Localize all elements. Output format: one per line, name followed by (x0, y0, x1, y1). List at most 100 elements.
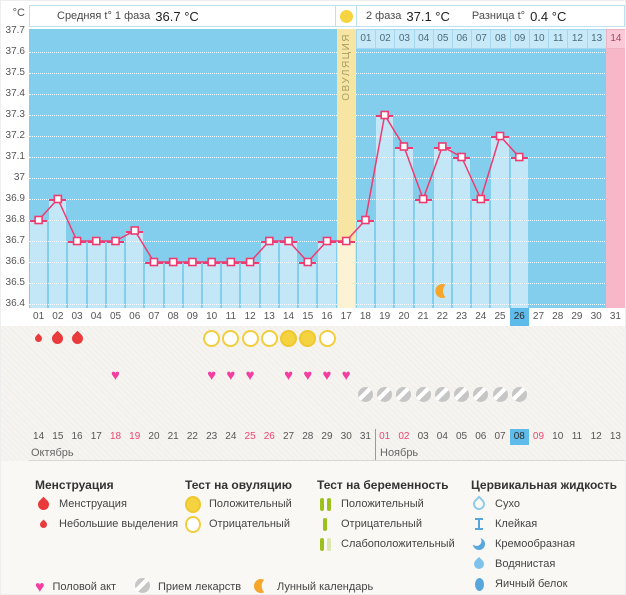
temperature-point[interactable] (514, 152, 524, 162)
temperature-point[interactable] (265, 236, 274, 246)
temperature-point[interactable] (168, 257, 178, 267)
gridline (29, 199, 625, 200)
cycle-day-cell[interactable]: 08 (167, 311, 179, 322)
cycle-day-cell[interactable]: 28 (552, 311, 564, 322)
dpo-day-cell: 14 (605, 29, 625, 49)
cycle-day-cell[interactable]: 14 (282, 311, 295, 322)
temperature-point[interactable] (418, 194, 428, 204)
temperature-point[interactable] (149, 257, 159, 267)
legend-column: Тест на беременность Положительный Отрицат… (317, 478, 455, 551)
y-axis-tick-label: 37.2 (5, 130, 25, 141)
temperature-point[interactable] (303, 257, 313, 267)
temperature-point[interactable] (341, 236, 351, 246)
temperature-point[interactable] (245, 257, 255, 267)
temperature-point[interactable] (207, 257, 216, 267)
temperature-point[interactable] (226, 257, 236, 267)
temperature-point[interactable] (457, 152, 466, 162)
cycle-day-cell[interactable]: 23 (456, 311, 468, 322)
y-axis-tick-label: 37.3 (5, 109, 25, 120)
cycle-day-cell[interactable]: 18 (359, 311, 371, 322)
dpo-day-cell: 07 (471, 29, 492, 49)
cycle-day-cell[interactable]: 17 (340, 311, 352, 322)
cycle-day-cell[interactable]: 03 (71, 311, 83, 322)
cycle-day-cell[interactable]: 29 (571, 311, 583, 322)
date-cell: 13 (609, 431, 621, 442)
y-axis-unit: °C (12, 7, 25, 19)
cycle-day-cell[interactable]: 09 (186, 311, 198, 322)
phase1-average-header: Средняя t° 1 фаза 36.7 °C (29, 5, 336, 27)
temperature-point[interactable] (495, 131, 505, 141)
date-cell: 15 (52, 431, 64, 442)
date-cell: 03 (417, 431, 429, 442)
temperature-point[interactable] (322, 236, 332, 246)
legend-item: Отрицательный (317, 517, 455, 531)
temperature-point[interactable] (53, 194, 63, 204)
date-cell: 30 (340, 431, 352, 442)
phase2-value: 37.1 °C (406, 8, 450, 24)
y-axis-tick-label: 37.5 (5, 67, 25, 78)
temperature-point[interactable] (284, 236, 293, 246)
temperature-point[interactable] (361, 215, 370, 225)
cycle-day-cell[interactable]: 24 (475, 311, 487, 322)
temperature-point[interactable] (476, 194, 486, 204)
cycle-day-cell[interactable]: 12 (244, 311, 256, 322)
legend-item-label: Положительный (341, 498, 424, 510)
cycle-day-cell[interactable]: 30 (590, 311, 602, 322)
cycle-day-cell[interactable]: 05 (109, 311, 122, 322)
cycle-day-cell[interactable]: 25 (494, 311, 506, 322)
cycle-day-cell[interactable]: 01 (33, 311, 45, 322)
intercourse-heart-icon: ♥ (207, 367, 217, 384)
legend-item: Яичный белок (471, 577, 617, 591)
legend-item: Водянистая (471, 556, 617, 572)
cycle-day-cell[interactable]: 15 (302, 311, 314, 322)
cycle-day-cell[interactable]: 13 (263, 311, 275, 322)
temperature-point[interactable] (130, 226, 140, 235)
legend-item-label: Водянистая (495, 558, 556, 570)
ovulation-test-negative-icon (241, 330, 259, 347)
cycle-day-cell[interactable]: 10 (206, 311, 218, 322)
legend-item-label: Положительный (209, 498, 292, 510)
cycle-day-cell[interactable]: 16 (321, 311, 333, 322)
cycle-day-cell[interactable]: 20 (398, 311, 410, 322)
dpo-day-cell: 10 (528, 29, 550, 49)
intercourse-heart-icon: ♥ (111, 367, 120, 384)
temperature-point[interactable] (188, 257, 197, 267)
month-divider (375, 429, 376, 460)
date-cell: 29 (321, 431, 333, 442)
date-cell: 04 (436, 431, 448, 442)
cycle-day-cell[interactable]: 31 (609, 311, 621, 322)
temperature-point[interactable] (91, 236, 101, 246)
pregnancy-test-weak-icon (317, 537, 333, 551)
cycle-day-cell[interactable]: 22 (436, 311, 448, 322)
cervical-creamy-icon (471, 538, 487, 550)
cycle-day-cell[interactable]: 06 (129, 311, 141, 322)
y-axis-tick-label: 36.4 (5, 298, 25, 309)
cycle-day-cell[interactable]: 21 (417, 311, 429, 322)
legend-item: Отрицательный (185, 515, 292, 533)
temperature-point[interactable] (399, 142, 409, 151)
cycle-day-cell[interactable]: 11 (225, 311, 237, 322)
cycle-day-cell[interactable]: 02 (52, 311, 64, 322)
cycle-day-cell[interactable]: 04 (90, 311, 102, 322)
cycle-day-cell[interactable]: 07 (148, 311, 160, 322)
y-axis-tick-label: 36.5 (5, 277, 25, 288)
cycle-day-cell[interactable]: 26 (509, 308, 529, 326)
medication-pill-icon (454, 387, 470, 402)
ovulation-test-positive-icon (280, 330, 298, 347)
date-cell: 08 (509, 429, 529, 445)
medication-pill-icon (396, 387, 412, 402)
temperature-point[interactable] (72, 236, 82, 246)
temperature-point[interactable] (111, 236, 120, 246)
date-cell: 19 (129, 431, 141, 442)
cycle-day-cell[interactable]: 19 (379, 311, 391, 322)
legend-item-label: Слабоположительный (341, 538, 455, 550)
date-cell: 27 (282, 431, 295, 442)
temperature-point[interactable] (438, 142, 447, 151)
cycle-day-cell[interactable]: 27 (532, 311, 545, 322)
temperature-point[interactable] (380, 110, 389, 120)
legend-column: Менструация Менструация Небольшие выделени… (35, 478, 178, 531)
dpo-day-cell: 04 (413, 29, 434, 49)
temperature-point[interactable] (34, 215, 43, 225)
y-axis-tick-label: 36.9 (5, 193, 25, 204)
date-cell: 07 (494, 431, 506, 442)
